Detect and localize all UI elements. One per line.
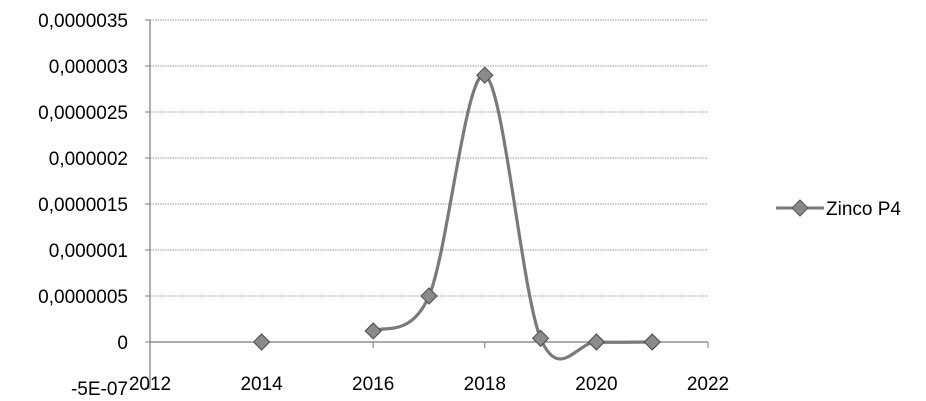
data-point-marker	[364, 322, 382, 340]
x-tick-label: 2022	[687, 374, 729, 395]
series-line	[372, 73, 653, 361]
x-tick-label: 2020	[575, 374, 617, 395]
data-point-marker	[420, 287, 438, 305]
y-tick-label: -5E-07	[71, 379, 128, 400]
series-zinco-p4	[252, 66, 661, 361]
x-tick-label: 2014	[240, 374, 283, 395]
data-point-marker	[643, 333, 661, 351]
data-point-marker	[587, 333, 606, 351]
y-tick-labels: -5E-07 0 0,0000005 0,000001 0,0000015 0,00000…	[38, 11, 128, 400]
legend: Zinco P4	[776, 199, 901, 220]
y-tick-label: 0,0000025	[38, 103, 128, 124]
gridlines	[150, 19, 708, 297]
data-point-marker	[476, 66, 494, 84]
x-tick-label: 2016	[352, 374, 394, 395]
x-tick-label: 2012	[129, 374, 171, 395]
y-tick-label: 0,000002	[49, 149, 128, 170]
legend-label-zinco-p4: Zinco P4	[826, 199, 901, 220]
x-tick-label: 2018	[464, 374, 506, 395]
data-point-marker	[252, 333, 271, 351]
x-tick-labels: 2012 2014 2016 2018 2020 2022	[129, 374, 729, 395]
y-tick-label: 0,000003	[49, 57, 128, 78]
y-tick-label: 0,0000015	[38, 195, 128, 216]
y-tick-label: 0	[117, 333, 128, 354]
y-tick-label: 0,000001	[49, 241, 128, 262]
y-tick-label: 0,0000035	[38, 11, 128, 32]
y-tick-label: 0,0000005	[38, 287, 128, 308]
legend-swatch-diamond	[791, 199, 809, 217]
data-point-marker	[531, 329, 550, 348]
